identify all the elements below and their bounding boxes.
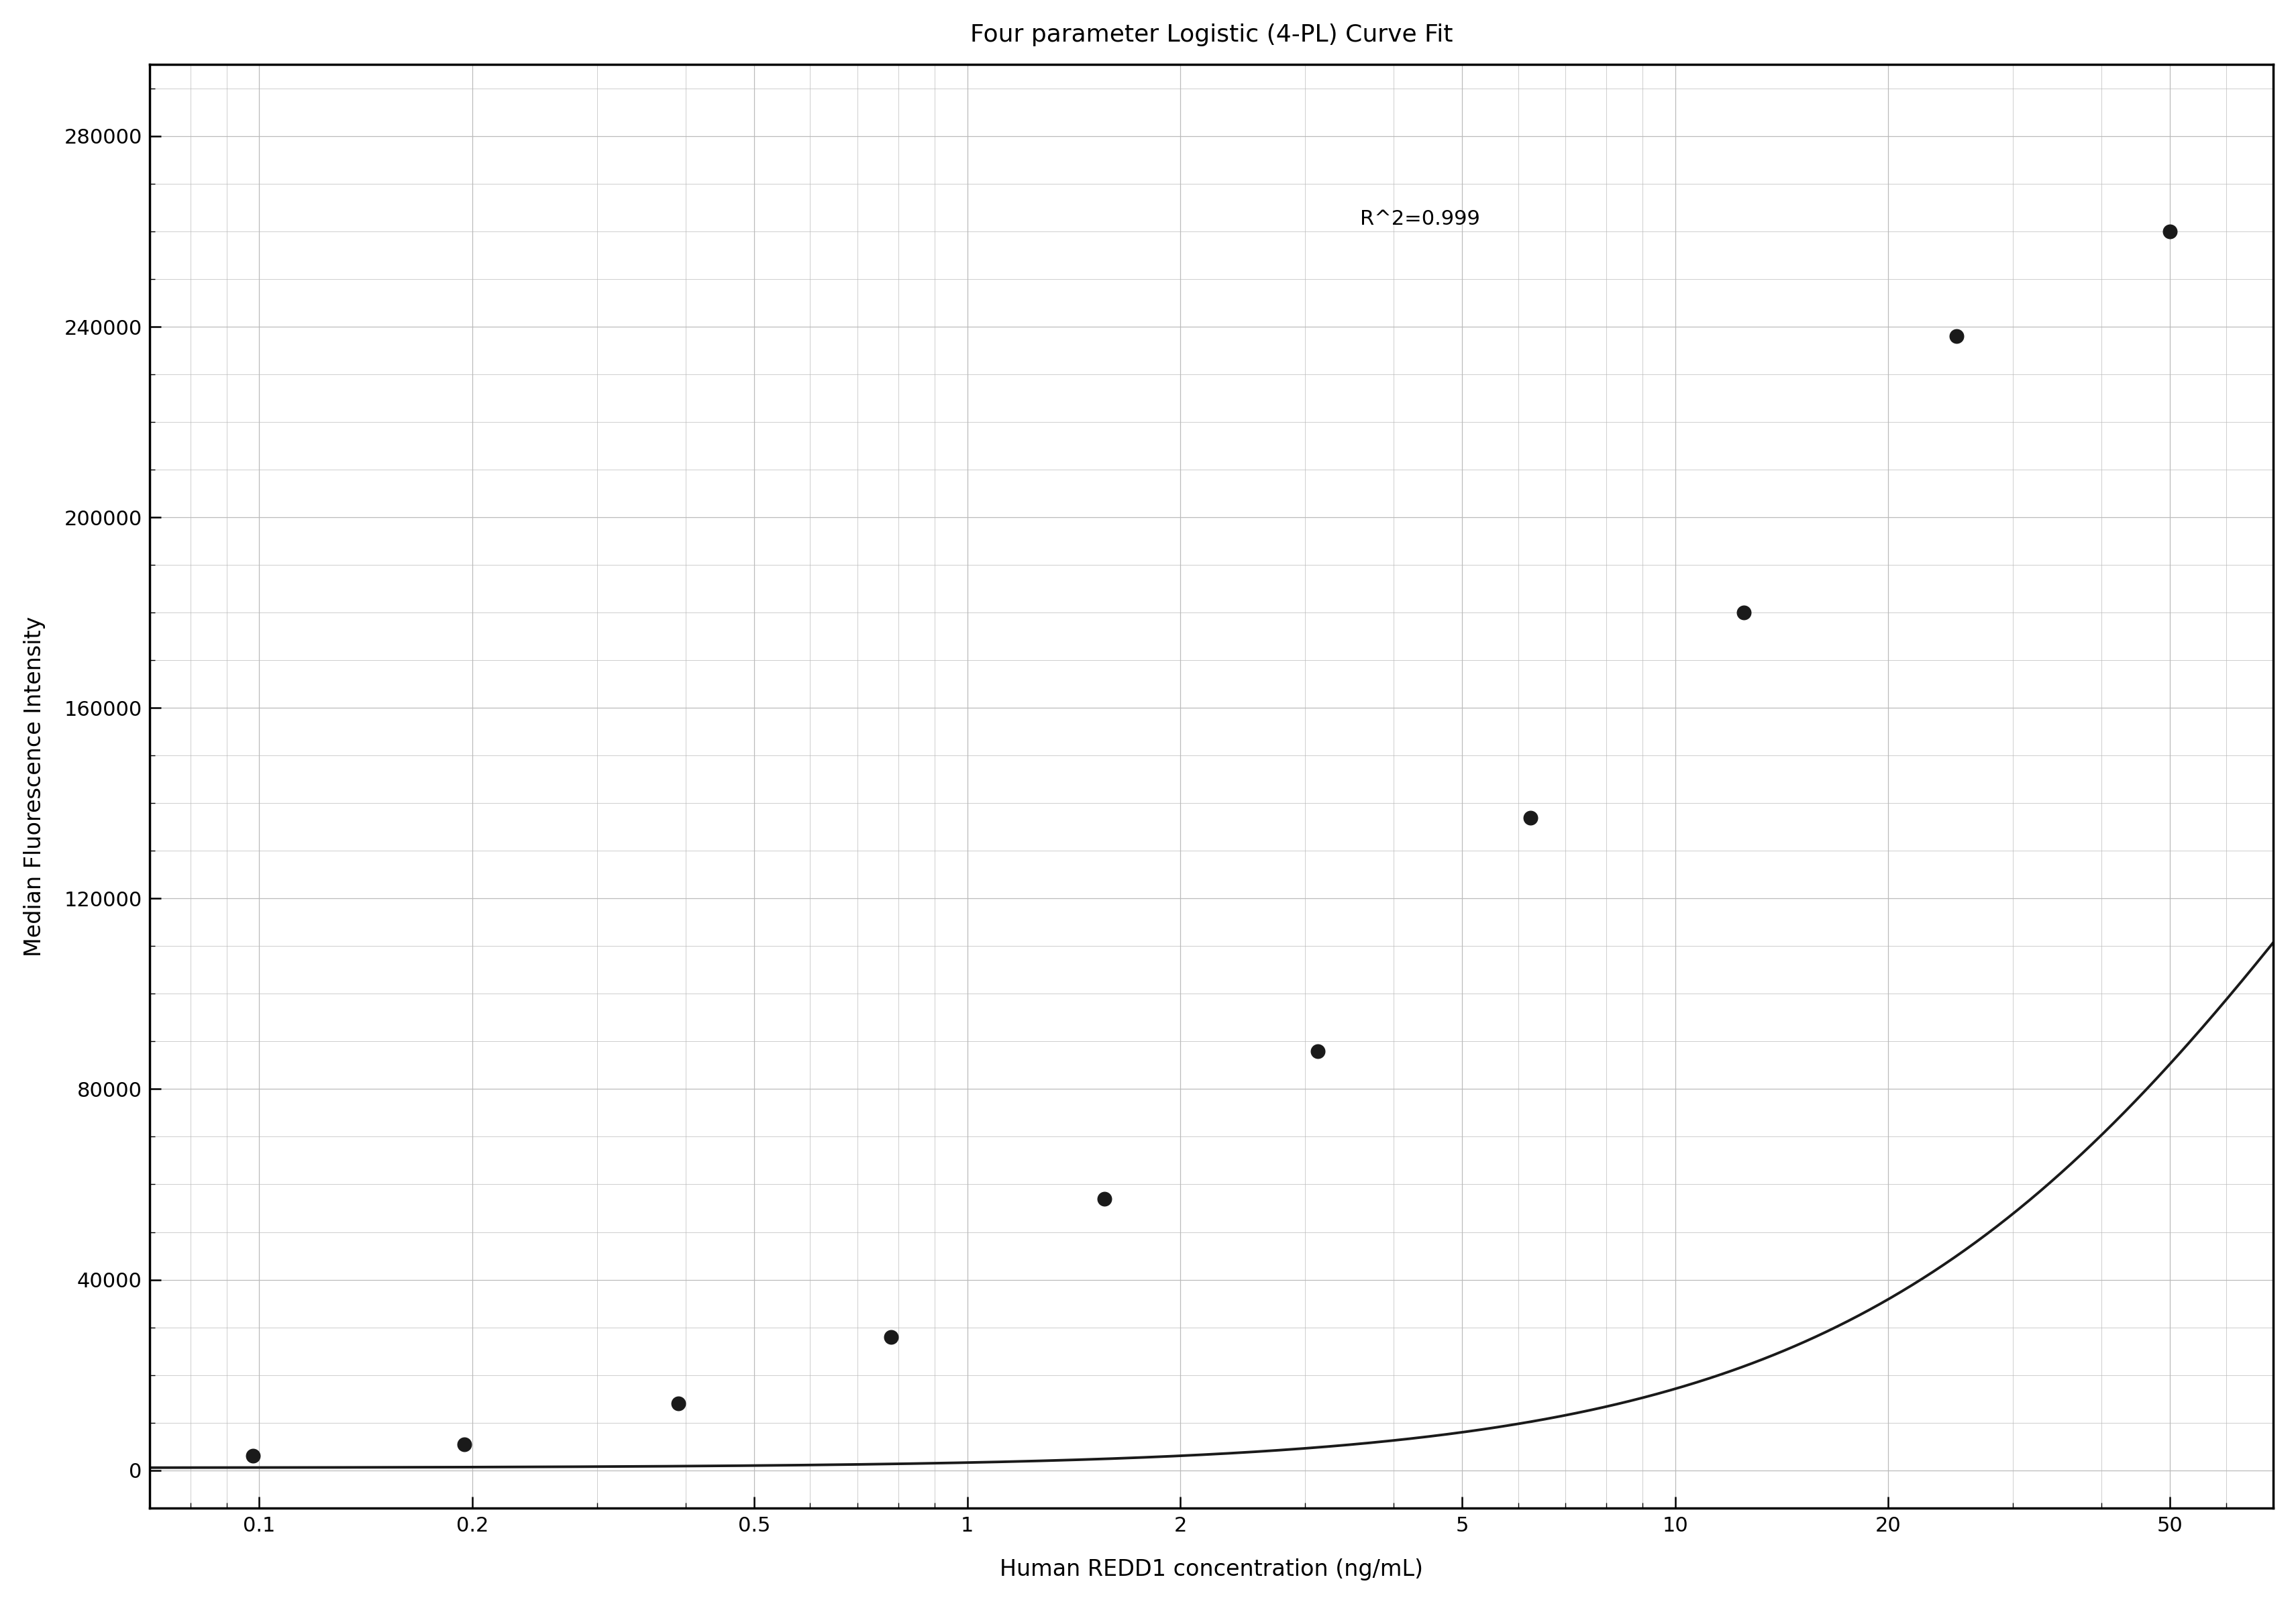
Point: [1938, 324, 1975, 350]
Title: Four parameter Logistic (4-PL) Curve Fit: Four parameter Logistic (4-PL) Curve Fit: [969, 24, 1453, 47]
Point: [1086, 1185, 1123, 1211]
Point: [1724, 600, 1761, 626]
Point: [1511, 805, 1548, 831]
Point: [1300, 1038, 1336, 1063]
Point: [234, 1444, 271, 1469]
Y-axis label: Median Fluorescence Intensity: Median Fluorescence Intensity: [23, 616, 46, 956]
Text: R^2=0.999: R^2=0.999: [1359, 209, 1479, 228]
X-axis label: Human REDD1 concentration (ng/mL): Human REDD1 concentration (ng/mL): [999, 1559, 1424, 1580]
Point: [872, 1323, 909, 1349]
Point: [2151, 218, 2188, 244]
Point: [445, 1431, 482, 1456]
Point: [659, 1391, 696, 1416]
